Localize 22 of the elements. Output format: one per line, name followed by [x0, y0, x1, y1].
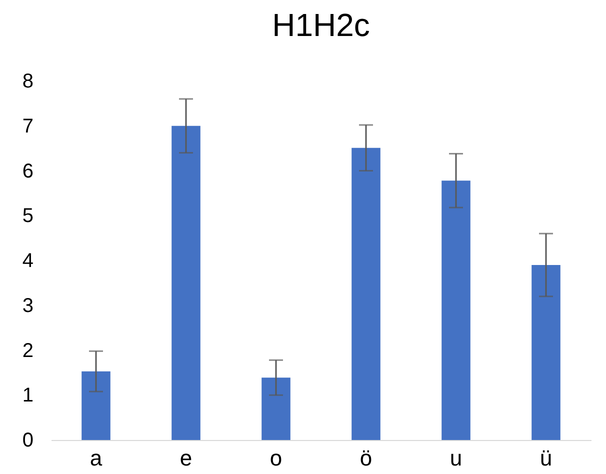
chart-title: H1H2c: [272, 7, 370, 43]
x-tick-label: ü: [540, 446, 552, 470]
y-tick-label: 3: [22, 294, 34, 317]
y-tick-label: 0: [22, 430, 34, 452]
bar: [262, 378, 290, 440]
y-tick-label: 8: [22, 70, 34, 92]
x-tick-label: e: [180, 446, 192, 470]
y-tick-label: 2: [22, 340, 34, 362]
x-tick-label: a: [90, 446, 103, 470]
x-tick-label: o: [270, 446, 282, 470]
y-tick-label: 5: [22, 205, 34, 228]
bar: [172, 126, 200, 440]
bar: [532, 264, 560, 440]
y-tick-label: 7: [22, 115, 34, 138]
y-tick-label: 1: [22, 384, 34, 407]
bar: [442, 180, 470, 440]
bar: [82, 371, 110, 440]
x-tick-label: ö: [360, 446, 372, 470]
y-tick-label: 6: [22, 160, 34, 182]
x-tick-label: u: [450, 446, 462, 470]
bar: [352, 148, 380, 440]
y-tick-label: 4: [22, 250, 34, 272]
